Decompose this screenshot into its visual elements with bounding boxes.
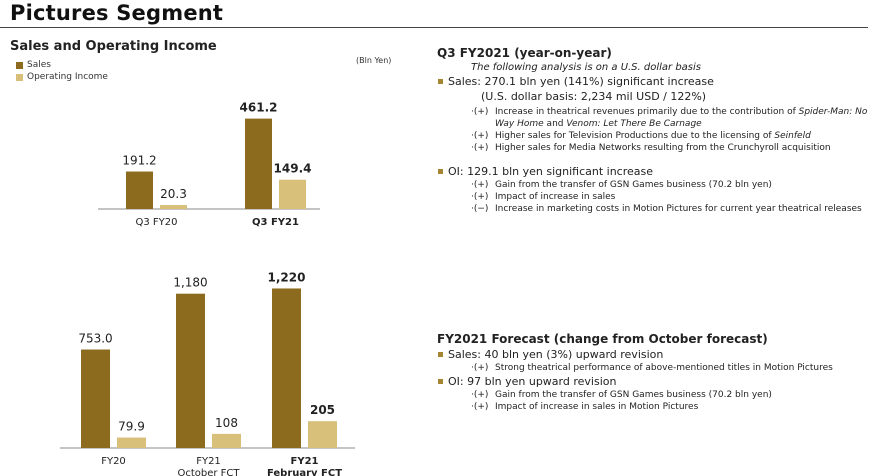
legend-item-operating-income: Operating Income: [16, 71, 108, 83]
forecast-sales-bullet: Sales: 40 bln yen (3%) upward revision: [437, 347, 873, 362]
q3-sales-usd-line: (U.S. dollar basis: 2,234 mil USD / 122%…: [481, 90, 707, 103]
item-text-part: and: [543, 119, 567, 129]
legend-label-operating-income: Operating Income: [27, 72, 108, 82]
bar-value-label: 149.4: [274, 162, 312, 176]
bullet-square-icon: [438, 79, 443, 84]
q3-oi-bullet: OI: 129.1 bln yen significant increase: [437, 164, 873, 179]
legend-swatch-operating-income: [16, 73, 23, 81]
legend-swatch-sales: [16, 61, 23, 69]
item-prefix: ·(+): [471, 143, 489, 153]
item-text-part: Higher sales for Television Productions …: [495, 131, 775, 141]
q3-oi-item: ·(+) Impact of increase in sales: [471, 191, 873, 203]
analysis-panel: Q3 FY2021 (year-on-year) The following a…: [437, 46, 873, 215]
sales-bar: [272, 288, 301, 448]
forecast-oi-bullet: OI: 97 bln yen upward revision: [437, 374, 873, 389]
operating-income-bar: [212, 433, 241, 448]
page-title: Pictures Segment: [10, 1, 224, 25]
film-title: Venom: Let There Be Carnage: [566, 119, 702, 129]
sales-bar: [126, 171, 153, 209]
legend-label-sales: Sales: [27, 60, 51, 70]
category-label: October FCT: [177, 468, 240, 476]
item-text: Gain from the transfer of GSN Games busi…: [495, 390, 772, 400]
item-text: Increase in theatrical revenues primaril…: [495, 106, 873, 130]
category-label: FY21: [291, 456, 319, 467]
sales-bar: [245, 118, 272, 209]
q3-sales-bullet: Sales: 270.1 bln yen (141%) significant …: [437, 74, 873, 89]
bar-value-label: 191.2: [122, 154, 156, 168]
operating-income-bar: [160, 205, 187, 209]
q3-sales-line: Sales: 270.1 bln yen (141%) significant …: [448, 75, 714, 88]
chart-legend: Sales Operating Income: [16, 59, 108, 83]
item-text-part: Increase in theatrical revenues primaril…: [495, 107, 799, 117]
item-text: Impact of increase in sales: [495, 192, 616, 202]
q3-oi-item: ·(−) Increase in marketing costs in Moti…: [471, 203, 873, 215]
sales-bar: [81, 349, 110, 448]
bar-value-label: 1,220: [268, 270, 306, 284]
forecast-sales-line: Sales: 40 bln yen (3%) upward revision: [448, 348, 664, 361]
item-text: Higher sales for Television Productions …: [495, 130, 873, 142]
q3-oi-item: ·(+) Gain from the transfer of GSN Games…: [471, 179, 873, 191]
operating-income-bar: [117, 437, 146, 448]
item-prefix: ·(+): [471, 180, 489, 190]
bullet-square-icon: [438, 169, 443, 174]
forecast-oi-line: OI: 97 bln yen upward revision: [448, 375, 617, 388]
item-text: Strong theatrical performance of above-m…: [495, 363, 833, 373]
item-prefix: ·(+): [471, 192, 489, 202]
bar-value-label: 753.0: [78, 332, 112, 346]
category-label: Q3 FY20: [136, 217, 178, 228]
forecast-section-title: FY2021 Forecast (change from October for…: [437, 332, 768, 346]
bullet-square-icon: [438, 352, 443, 357]
item-prefix: ·(−): [471, 204, 489, 214]
item-text: Increase in marketing costs in Motion Pi…: [495, 204, 862, 214]
q3-sales-item: ·(+) Increase in theatrical revenues pri…: [471, 106, 873, 130]
quarterly-bar-chart: 191.2 20.3 Q3 FY20 461.2 149.4 Q3 FY21: [98, 101, 320, 228]
category-label: Q3 FY21: [252, 217, 299, 228]
item-prefix: ·(+): [471, 107, 489, 117]
bar-value-label: 461.2: [240, 101, 278, 115]
bar-value-label: 20.3: [160, 187, 187, 201]
unit-label: (Bln Yen): [356, 56, 392, 65]
film-title: Spider-Man: No Way Home: [495, 107, 868, 129]
category-label: February FCT: [267, 468, 342, 476]
bar-value-label: 205: [310, 403, 335, 417]
forecast-oi-item: ·(+) Impact of increase in sales in Moti…: [471, 401, 873, 413]
chart-section-title: Sales and Operating Income: [10, 39, 217, 54]
item-text: Gain from the transfer of GSN Games busi…: [495, 180, 772, 190]
item-prefix: ·(+): [471, 390, 489, 400]
bar-value-label: 79.9: [118, 420, 145, 434]
q3-section-title: Q3 FY2021 (year-on-year): [437, 46, 612, 60]
bullet-square-icon: [438, 379, 443, 384]
category-label: FY20: [101, 456, 126, 467]
forecast-sales-item: ·(+) Strong theatrical performance of ab…: [471, 362, 873, 374]
legend-item-sales: Sales: [16, 59, 108, 71]
bar-value-label: 108: [215, 416, 238, 430]
category-label: FY21: [196, 456, 221, 467]
item-prefix: ·(+): [471, 402, 489, 412]
item-text: Higher sales for Media Networks resultin…: [495, 143, 831, 153]
sales-bar: [176, 293, 205, 448]
title-divider: [0, 27, 868, 28]
item-prefix: ·(+): [471, 131, 489, 141]
forecast-oi-item: ·(+) Gain from the transfer of GSN Games…: [471, 389, 873, 401]
item-prefix: ·(+): [471, 363, 489, 373]
show-title: Seinfeld: [774, 131, 811, 141]
bar-value-label: 1,180: [173, 276, 207, 290]
operating-income-bar: [279, 179, 306, 209]
forecast-panel: FY2021 Forecast (change from October for…: [437, 332, 873, 413]
q3-sales-item: ·(+) Higher sales for Media Networks res…: [471, 142, 873, 154]
q3-basis-note: The following analysis is on a U.S. doll…: [471, 62, 702, 73]
q3-sales-item: ·(+) Higher sales for Television Product…: [471, 130, 873, 142]
item-text: Impact of increase in sales in Motion Pi…: [495, 402, 699, 412]
q3-oi-line: OI: 129.1 bln yen significant increase: [448, 165, 654, 178]
operating-income-bar: [308, 421, 337, 448]
